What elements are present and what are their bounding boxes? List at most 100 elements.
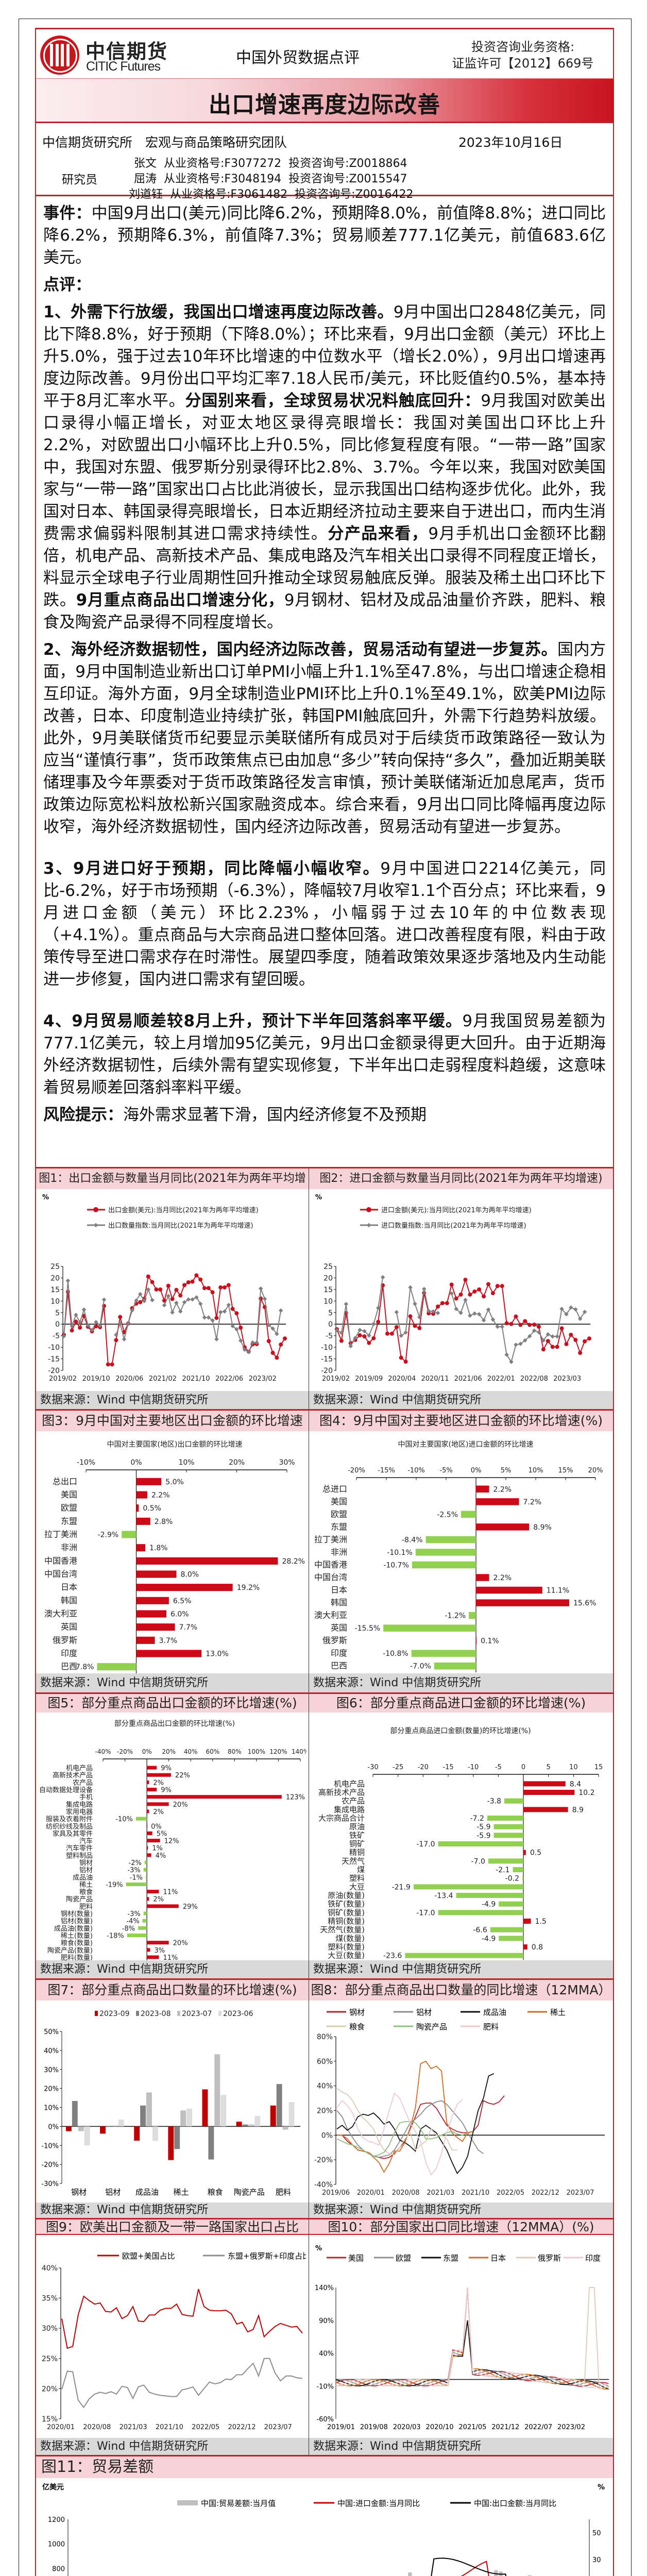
- svg-text:-2.5%: -2.5%: [437, 1511, 458, 1519]
- svg-text:20%: 20%: [44, 2086, 59, 2093]
- svg-text:2.2%: 2.2%: [493, 1574, 512, 1582]
- svg-text:2020/06: 2020/06: [115, 1375, 143, 1383]
- svg-text:自动数据处理设备: 自动数据处理设备: [39, 1786, 93, 1794]
- svg-text:2.8%: 2.8%: [155, 1518, 173, 1526]
- svg-text:-10%: -10%: [41, 2142, 59, 2150]
- qualification-number: 从业资格号:F3048194: [164, 173, 282, 185]
- svg-text:集成电路: 集成电路: [66, 1801, 93, 1809]
- data-source: 数据来源：Wind 中信期货研究所: [36, 2438, 309, 2455]
- svg-text:2021/10: 2021/10: [182, 1375, 210, 1383]
- svg-text:拉丁美洲: 拉丁美洲: [44, 1530, 77, 1539]
- svg-text:出口金额(美元):当月同比(2021年为两年平均增速): 出口金额(美元):当月同比(2021年为两年平均增速): [108, 1206, 259, 1214]
- svg-text:-5: -5: [326, 1332, 333, 1341]
- section-3: 3、9月进口好于预期，同比降幅小幅收窄。9月中国进口2214亿美元，同比-6.2…: [43, 858, 606, 991]
- svg-text:11%: 11%: [163, 1954, 178, 1962]
- svg-text:20%: 20%: [588, 1467, 603, 1475]
- svg-text:欧盟+美国占比: 欧盟+美国占比: [122, 2251, 175, 2261]
- svg-text:欧盟: 欧盟: [396, 2253, 411, 2263]
- figure-8: 图8：部分重点商品出口数量的同比增速（12MMA）(%) 钢材 铝材 成品油 稀土粮食…: [309, 1980, 613, 2218]
- svg-text:2019/02: 2019/02: [322, 1375, 350, 1383]
- chart-svg: 中国对主要国家(地区)进口金额的环比增速 -20% -15% -10% -5% 0% 5% 1…: [314, 1440, 603, 1672]
- svg-text:7.2%: 7.2%: [523, 1498, 542, 1506]
- svg-text:80%: 80%: [228, 1748, 242, 1755]
- svg-text:0%: 0%: [130, 1459, 142, 1467]
- chart-svg: % 出口金额(美元):当月同比(2021年为两年平均增速) 出口数量指数:当月同比(…: [42, 1194, 287, 1383]
- svg-text:2023/02: 2023/02: [249, 1375, 277, 1383]
- figure-3: 图3：9月中国对主要地区出口金额的环比增速(%) 中国对主要国家(地区)出口金额…: [36, 1411, 309, 1692]
- svg-text:粮食(数量): 粮食(数量): [61, 1939, 93, 1947]
- svg-text:俄罗斯: 俄罗斯: [538, 2253, 561, 2263]
- svg-text:800: 800: [52, 2565, 65, 2573]
- svg-text:精铜: 精铜: [349, 1848, 365, 1857]
- section-3-text: 9月中国进口2214亿美元，同比-6.2%，好于市场预期（-6.3%），降幅较7…: [43, 859, 606, 989]
- page-border: [19, 19, 632, 2576]
- svg-text:2021/05: 2021/05: [458, 2424, 486, 2431]
- svg-text:10: 10: [324, 1297, 333, 1306]
- figure-title: 图6：部分重点商品进口金额的环比增速(%): [309, 1694, 613, 1713]
- svg-text:-5.9: -5.9: [476, 1823, 490, 1832]
- license-info: 投资咨询业务资格: 证监许可【2012】669号: [446, 39, 600, 72]
- svg-text:0%: 0%: [151, 1823, 162, 1831]
- figure-title: 图4：9月中国对主要地区进口金额的环比增速(%): [309, 1411, 613, 1431]
- report-title: 出口增速再度边际改善: [209, 92, 440, 118]
- svg-text:140%: 140%: [315, 2284, 334, 2292]
- svg-text:-20%: -20%: [41, 2161, 59, 2169]
- svg-text:10.2: 10.2: [578, 1789, 594, 1797]
- svg-text:稀土: 稀土: [550, 2008, 566, 2017]
- svg-text:-17.0: -17.0: [416, 1909, 435, 1917]
- svg-text:2020/11: 2020/11: [421, 1375, 449, 1383]
- svg-text:俄罗斯: 俄罗斯: [322, 1636, 347, 1646]
- svg-text:印度: 印度: [331, 1648, 347, 1658]
- figure-title: 图5：部分重点商品出口金额的环比增速(%): [36, 1694, 309, 1713]
- charts-section: 图1：出口金额与数量当月同比(2021年为两年平均增速) % 出口金额(美元):当…: [35, 1167, 614, 2576]
- svg-text:煤: 煤: [357, 1865, 365, 1874]
- event-text: 中国9月出口(美元)同比降6.2%，预期降8.0%，前值降8.8%；进口同比降6…: [43, 204, 606, 267]
- svg-text:-23.6: -23.6: [383, 1952, 402, 1960]
- svg-text:-1%: -1%: [130, 1874, 143, 1882]
- svg-text:非洲: 非洲: [331, 1547, 347, 1557]
- svg-text:大豆: 大豆: [349, 1882, 365, 1891]
- svg-text:中国对主要国家(地区)出口金额的环比增速: 中国对主要国家(地区)出口金额的环比增速: [107, 1440, 243, 1449]
- svg-text:2021/12: 2021/12: [491, 2424, 519, 2431]
- svg-text:铜矿: 铜矿: [349, 1839, 365, 1849]
- svg-text:中国:出口金额:当月同比: 中国:出口金额:当月同比: [474, 2499, 556, 2508]
- svg-text:-1.2%: -1.2%: [445, 1612, 466, 1620]
- svg-text:20: 20: [50, 1274, 60, 1282]
- svg-text:陶瓷产品(数量): 陶瓷产品(数量): [47, 1946, 93, 1955]
- svg-text:高新技术产品: 高新技术产品: [318, 1788, 365, 1797]
- svg-text:汽车: 汽车: [79, 1837, 93, 1845]
- svg-text:2020/01: 2020/01: [47, 2424, 75, 2431]
- svg-text:20%: 20%: [173, 1801, 188, 1809]
- svg-text:20%: 20%: [229, 1459, 245, 1467]
- researcher-name: 刘道钰: [129, 188, 163, 201]
- svg-text:-8%: -8%: [122, 1925, 135, 1933]
- svg-text:1%: 1%: [152, 1845, 163, 1853]
- svg-text:肥料(数量): 肥料(数量): [61, 1954, 93, 1962]
- svg-text:塑料制品: 塑料制品: [66, 1852, 93, 1860]
- figure-1: 图1：出口金额与数量当月同比(2021年为两年平均增速) % 出口金额(美元):当…: [36, 1168, 309, 1409]
- svg-text:中国对主要国家(地区)进口金额的环比增速: 中国对主要国家(地区)进口金额的环比增速: [398, 1440, 534, 1449]
- section-2-text: 国内方面，9月中国制造业新出口订单PMI小幅上升1.1%至47.8%，与出口增速…: [43, 640, 606, 836]
- chart-svg: 欧盟+美国占比 东盟+俄罗斯+印度占比40%35%30%25%20%15%2020…: [42, 2251, 310, 2431]
- svg-text:2.2%: 2.2%: [151, 1492, 170, 1500]
- svg-text:2023/03: 2023/03: [553, 1375, 581, 1383]
- svg-text:25%: 25%: [42, 2355, 58, 2363]
- svg-text:2023/02: 2023/02: [557, 2424, 585, 2431]
- data-source: 数据来源：Wind 中信期货研究所: [36, 2202, 309, 2218]
- figure-7-chart: 2023-09 2023-08 2023-07 2023-06 50% 40% 30% 20%…: [38, 2001, 307, 2204]
- svg-text:-10%: -10%: [115, 1816, 133, 1823]
- svg-text:铜矿(数量): 铜矿(数量): [328, 1908, 365, 1917]
- svg-text:-2.1: -2.1: [496, 1866, 509, 1874]
- data-source: 数据来源：Wind 中信期货研究所: [309, 1391, 613, 1409]
- svg-text:5: 5: [55, 1309, 60, 1317]
- consulting-number: 投资咨询号:Z0015547: [288, 173, 407, 185]
- chart-row-1: 图1：出口金额与数量当月同比(2021年为两年平均增速) % 出口金额(美元):当…: [36, 1167, 613, 1409]
- figure-7: 图7：部分重点商品出口数量的环比增速(%) 2023-09 2023-08 2023…: [36, 1980, 309, 2218]
- authors-section: 中信期货研究所 宏观与商品策略研究团队 2023年10月16日 研究员 张文 从…: [35, 123, 614, 201]
- svg-text:3.7%: 3.7%: [159, 1637, 178, 1645]
- svg-text:美国: 美国: [331, 1497, 347, 1506]
- svg-text:大宗商品合计: 大宗商品合计: [318, 1814, 365, 1823]
- logo-chinese-name: 中信期货: [86, 40, 168, 63]
- svg-text:0.5%: 0.5%: [143, 1504, 161, 1513]
- svg-text:0: 0: [328, 1320, 333, 1329]
